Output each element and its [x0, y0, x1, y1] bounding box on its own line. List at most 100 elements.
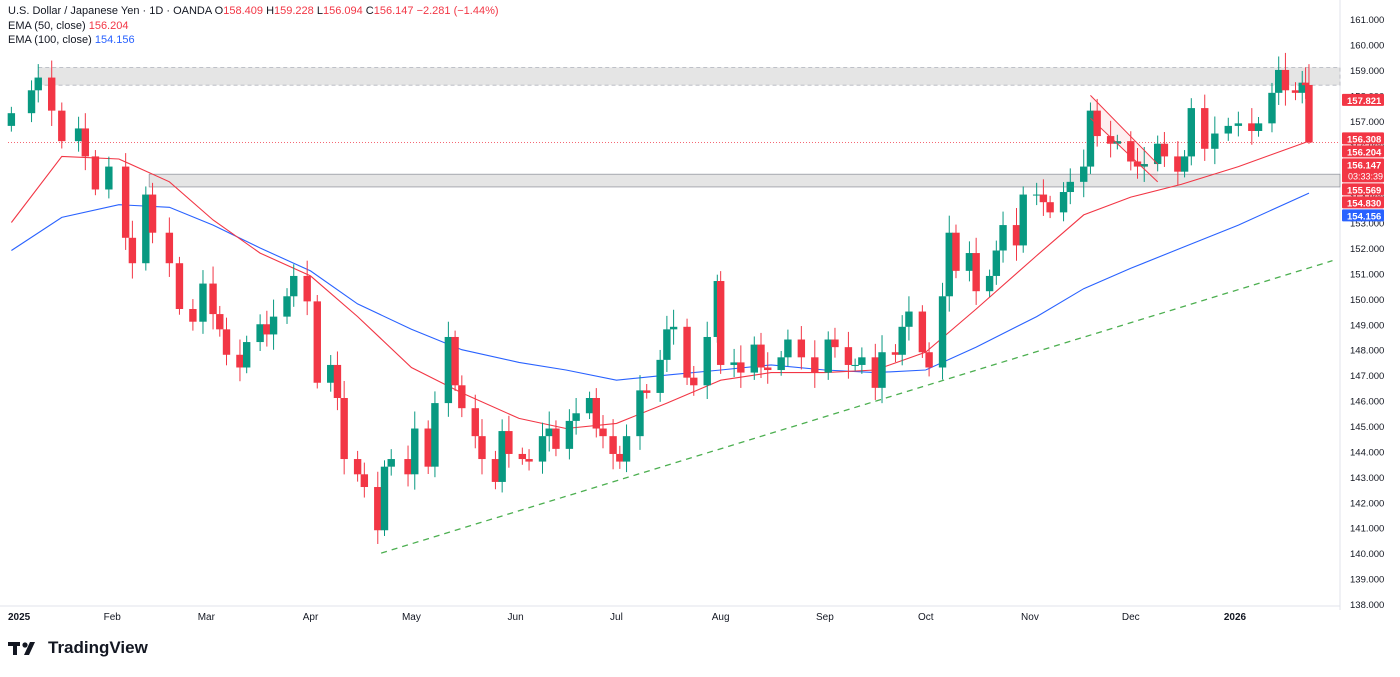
price-label-box — [1342, 93, 1384, 106]
candle-body — [1254, 123, 1263, 131]
price-label-text: 154.830 — [1347, 198, 1381, 209]
candle-body — [303, 275, 311, 302]
candle-body — [105, 166, 113, 190]
candle-body — [777, 357, 785, 371]
candle-body — [478, 436, 486, 460]
candle-body — [616, 453, 624, 462]
candle-body — [572, 413, 580, 421]
price-tick-label: 144.000 — [1350, 447, 1384, 458]
candle-body — [1187, 108, 1195, 157]
candle-body — [199, 283, 207, 322]
candle-body — [380, 466, 389, 531]
price-label-text: 156.147 — [1347, 160, 1381, 171]
candle-body — [471, 408, 479, 437]
candle-body — [925, 352, 933, 368]
candle-body — [74, 128, 83, 142]
candle-body — [965, 253, 974, 271]
candle-body — [58, 110, 66, 142]
candle-body — [209, 283, 217, 315]
symbol-name[interactable]: U.S. Dollar / Japanese Yen · 1D · OANDA — [8, 5, 212, 17]
candle-body — [690, 377, 698, 386]
price-label-text: 156.308 — [1347, 134, 1381, 145]
candle-body — [851, 364, 859, 366]
candle-body — [411, 428, 419, 475]
candle-body — [128, 237, 137, 264]
price-tick-label: 153.000 — [1350, 219, 1384, 230]
channel-fill — [1090, 95, 1158, 182]
price-tick-label: 140.000 — [1350, 549, 1384, 560]
candle-body — [905, 311, 913, 327]
candle-body — [643, 390, 651, 393]
candle-body — [498, 431, 506, 482]
candle-body — [538, 436, 547, 462]
price-tick-label: 148.000 — [1350, 346, 1384, 357]
candle-body — [757, 344, 765, 368]
candle-body — [1019, 194, 1027, 246]
candle-body — [1281, 69, 1290, 91]
price-tick-label: 161.000 — [1350, 15, 1384, 26]
close-value: 156.147 — [373, 5, 414, 17]
time-tick-label: 2025 — [8, 612, 31, 623]
candle-body — [972, 253, 980, 292]
candle-body — [703, 336, 711, 386]
candle-body — [1298, 82, 1306, 93]
candle-body — [1106, 136, 1115, 144]
candle-body — [1093, 110, 1101, 137]
legend-ema50-row[interactable]: EMA (50, close) 156.204 — [8, 19, 499, 34]
candle-body — [622, 436, 631, 462]
candle-body — [525, 459, 533, 462]
candle-body — [858, 357, 866, 365]
candle-body — [360, 474, 369, 488]
candle-body — [831, 339, 839, 348]
candle-body — [242, 342, 251, 368]
price-label-text: 157.821 — [1347, 96, 1382, 107]
candle-body — [1066, 181, 1074, 193]
candle-body — [1133, 161, 1142, 167]
candle-body — [1153, 143, 1162, 165]
candle-body — [451, 336, 459, 386]
candle-body — [1201, 108, 1209, 149]
candle-body — [824, 339, 832, 373]
candle-body — [121, 166, 130, 238]
ema50-value: 156.204 — [88, 19, 129, 32]
tradingview-logo[interactable]: TradingView — [8, 638, 148, 658]
time-tick-label: Feb — [104, 612, 122, 623]
low-value: 156.094 — [322, 5, 363, 17]
candle-body — [891, 352, 900, 355]
price-tick-label: 151.000 — [1350, 269, 1384, 280]
legend-ema100-row[interactable]: EMA (100, close) 154.156 — [8, 33, 499, 48]
high-value: 159.228 — [274, 5, 314, 17]
candle-body — [7, 113, 16, 126]
open-label: O — [214, 5, 224, 17]
candle-body — [1224, 125, 1232, 134]
candle-body — [165, 232, 174, 264]
candle-body — [656, 359, 664, 393]
price-tick-label: 152.000 — [1350, 244, 1384, 255]
price-tick-label: 149.000 — [1350, 320, 1384, 331]
candle-body — [340, 398, 348, 460]
price-tick-label: 159.000 — [1350, 66, 1384, 77]
time-tick-label: Oct — [918, 612, 934, 623]
candle-body — [1248, 123, 1256, 131]
candle-body — [730, 362, 738, 365]
candle-body — [1012, 225, 1021, 246]
candle-body — [797, 339, 806, 358]
price-tick-label: 145.000 — [1350, 422, 1384, 433]
candle-body — [1127, 141, 1135, 162]
price-tick-label: 143.000 — [1350, 473, 1384, 484]
price-tick-label: 147.000 — [1350, 371, 1384, 382]
candle-body — [290, 275, 298, 297]
channel-bottom-line — [1090, 117, 1159, 183]
candle-body — [222, 329, 231, 355]
candle-body — [844, 347, 853, 365]
candle-body — [945, 232, 953, 297]
ema100-label: EMA (100, close) — [8, 34, 92, 46]
candle-body — [1305, 84, 1313, 143]
time-tick-label: Jun — [508, 612, 524, 623]
channel-top-line — [1090, 95, 1159, 165]
candle-body — [48, 77, 56, 111]
candle-body — [1268, 92, 1276, 124]
candle-body — [764, 367, 772, 371]
